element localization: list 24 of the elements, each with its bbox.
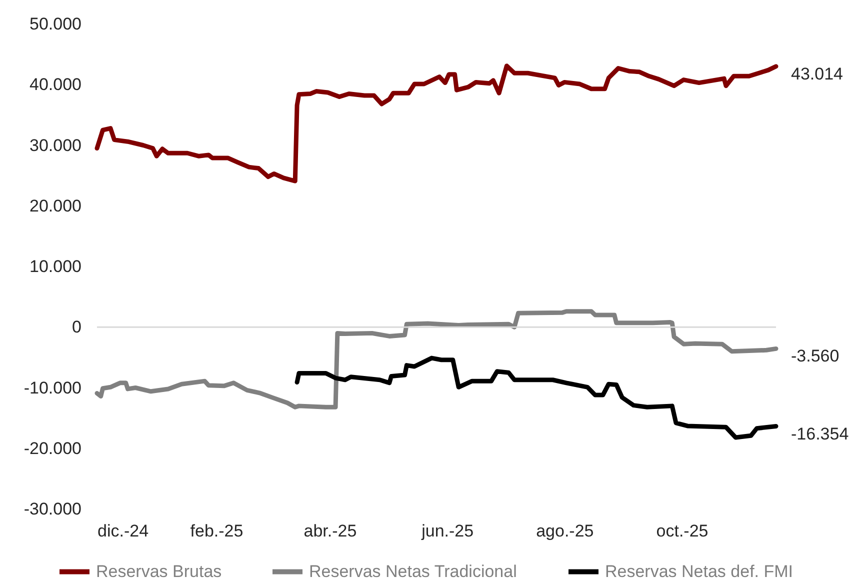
y-tick-label: -20.000: [24, 438, 82, 458]
y-tick-label: -10.000: [24, 378, 82, 398]
line-series: [94, 309, 778, 410]
x-tick-label: oct.-25: [656, 522, 708, 540]
annotation: 43.014: [791, 64, 843, 84]
annotation: -3.560: [791, 346, 840, 366]
y-tick-label: 10.000: [30, 257, 82, 276]
legend-label: Reservas Netas Tradicional: [309, 562, 517, 581]
y-tick-label: 0: [72, 318, 82, 337]
y-tick-label: -30.000: [24, 500, 82, 518]
x-tick-label: feb.-25: [190, 522, 244, 540]
y-tick-label: 40.000: [30, 75, 82, 94]
line-series: [294, 356, 778, 440]
annotation: -16.354: [791, 424, 849, 444]
x-tick-label: jun.-25: [420, 522, 474, 540]
y-tick-label: 20.000: [30, 196, 82, 216]
legend-label: Reservas Brutas: [96, 562, 222, 581]
line-series: [94, 64, 778, 184]
x-tick-label: ago.-25: [536, 522, 594, 540]
y-tick-label: 50.000: [30, 14, 82, 34]
x-tick-label: dic.-24: [98, 522, 149, 540]
legend-label: Reservas Netas def. FMI: [605, 562, 794, 581]
y-tick-label: 30.000: [30, 136, 82, 155]
x-tick-label: abr.-25: [304, 522, 357, 540]
